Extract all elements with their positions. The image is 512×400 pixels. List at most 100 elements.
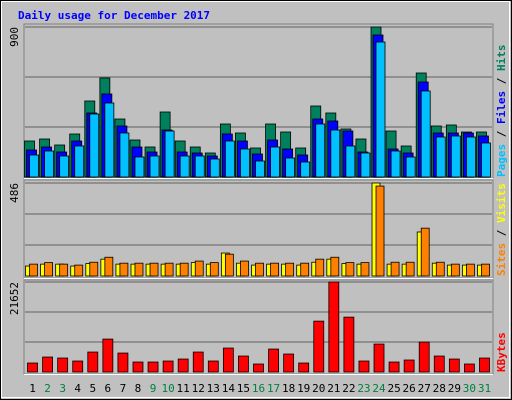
x-tick-label: 7 xyxy=(120,382,127,395)
bar xyxy=(44,150,54,178)
bar xyxy=(27,362,38,373)
x-tick-label: 28 xyxy=(433,382,446,395)
bar xyxy=(375,41,386,178)
legend-entry: Visits xyxy=(495,183,508,223)
chart-title: Daily usage for December 2017 xyxy=(18,9,210,22)
x-tick-label: 16 xyxy=(252,382,265,395)
legend-entry: Sites xyxy=(495,243,508,276)
bar xyxy=(222,347,234,373)
x-tick-label: 9 xyxy=(150,382,157,395)
bar xyxy=(209,262,219,277)
bar xyxy=(268,348,279,373)
x-tick-label: 1 xyxy=(29,382,36,395)
bar xyxy=(59,155,70,178)
bar xyxy=(134,262,144,277)
bar xyxy=(345,145,356,178)
bar xyxy=(285,157,296,178)
bar xyxy=(147,361,159,373)
bar xyxy=(240,260,249,277)
x-tick-label: 24 xyxy=(372,382,386,395)
bar xyxy=(29,154,39,178)
bar xyxy=(209,158,220,178)
bar xyxy=(298,362,310,373)
bar xyxy=(74,264,84,277)
legend-entry: KBytes xyxy=(495,332,508,372)
bar xyxy=(373,343,385,373)
bar xyxy=(448,358,460,373)
bar xyxy=(420,227,430,277)
bar xyxy=(119,262,129,277)
bar xyxy=(328,281,340,373)
x-tick-label: 12 xyxy=(192,382,205,395)
bar xyxy=(420,90,431,178)
bar xyxy=(42,356,53,373)
bar xyxy=(74,145,85,178)
bar xyxy=(149,262,159,277)
x-tick-label: 19 xyxy=(297,382,310,395)
bar xyxy=(164,130,175,178)
legend-separator: / xyxy=(495,71,508,91)
x-tick-label: 3 xyxy=(59,382,66,395)
bar xyxy=(418,341,430,373)
legend: KBytes xyxy=(495,332,508,372)
bar xyxy=(224,140,235,178)
bar xyxy=(255,262,264,277)
bar xyxy=(134,156,145,178)
bar xyxy=(72,360,84,373)
bar xyxy=(59,263,69,277)
x-tick-label: 11 xyxy=(177,382,190,395)
bar xyxy=(435,261,445,277)
bar xyxy=(104,256,114,277)
x-tick-label: 15 xyxy=(237,382,250,395)
x-tick-label: 4 xyxy=(74,382,81,395)
bar xyxy=(104,102,115,178)
bar xyxy=(57,357,69,373)
bar xyxy=(270,262,279,277)
bar xyxy=(464,363,475,373)
bar xyxy=(405,261,415,277)
x-tick-label: 8 xyxy=(135,382,142,395)
bar xyxy=(89,261,99,277)
bar xyxy=(117,352,129,373)
x-tick-label: 20 xyxy=(312,382,325,395)
bar xyxy=(360,152,371,178)
bar xyxy=(330,129,341,178)
x-tick-label: 25 xyxy=(387,382,400,395)
x-tick-label: 18 xyxy=(282,382,295,395)
bar xyxy=(192,351,204,373)
bar xyxy=(270,146,280,178)
bar xyxy=(87,351,99,373)
bar xyxy=(466,136,476,178)
legend-entry: Pages xyxy=(495,144,508,177)
x-tick-label: 31 xyxy=(478,382,491,395)
x-tick-label: 27 xyxy=(418,382,431,395)
legend-entry: Files xyxy=(495,91,508,124)
bar xyxy=(283,353,295,373)
bar xyxy=(238,355,249,373)
bar xyxy=(194,155,205,178)
legend: Sites / Visits xyxy=(495,183,508,276)
bar xyxy=(450,263,460,277)
bar xyxy=(479,357,490,373)
bar xyxy=(360,262,370,277)
bar xyxy=(343,316,355,373)
x-tick-label: 21 xyxy=(327,382,340,395)
y-tick-label: 486 xyxy=(8,183,21,203)
bar xyxy=(345,262,355,277)
legend-entry: Hits xyxy=(495,45,508,72)
bar xyxy=(390,150,401,178)
bar xyxy=(44,262,53,277)
x-tick-label: 17 xyxy=(267,382,280,395)
bar xyxy=(162,360,174,373)
bar xyxy=(405,156,416,178)
bar xyxy=(194,260,204,277)
bar xyxy=(29,263,38,277)
bar xyxy=(435,136,446,178)
bar xyxy=(102,338,114,373)
bar xyxy=(179,262,189,277)
bar xyxy=(132,361,144,373)
y-tick-label: 900 xyxy=(8,27,21,47)
